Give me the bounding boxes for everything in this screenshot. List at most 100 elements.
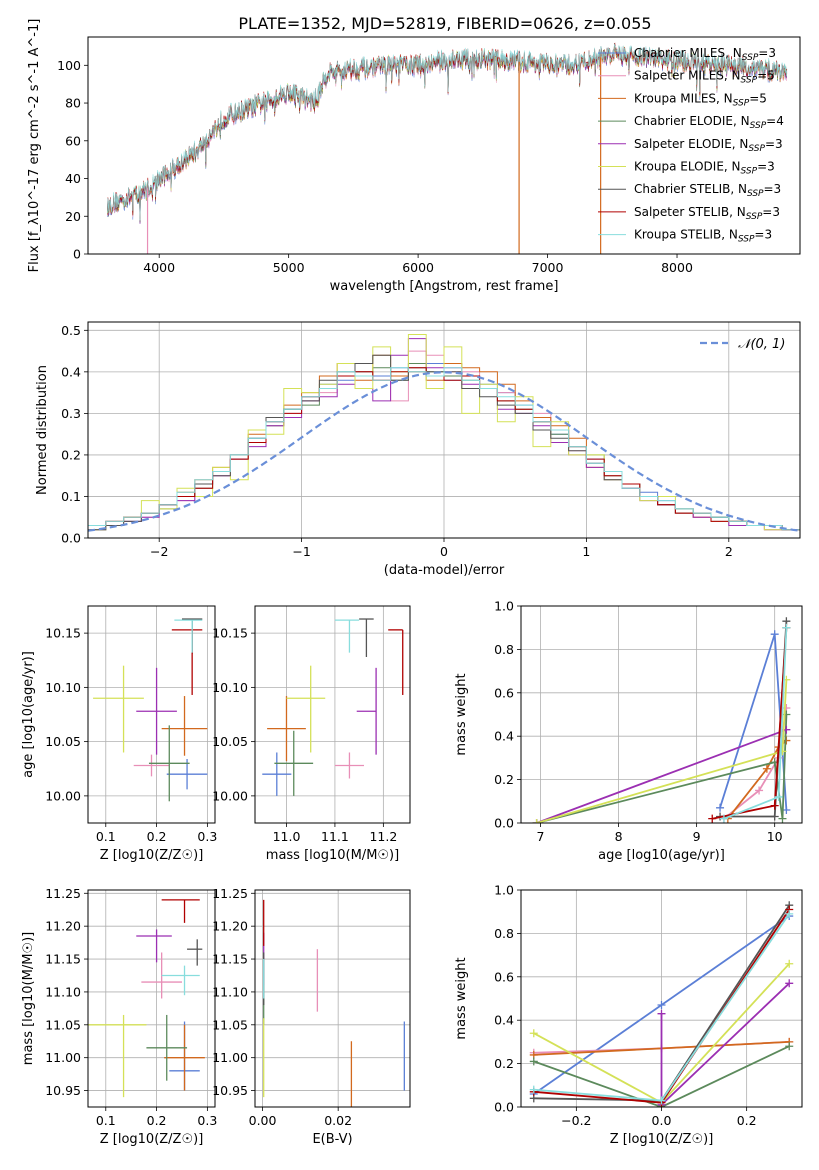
errorbar-point	[164, 1024, 205, 1091]
x-tick-label: 8	[615, 829, 623, 844]
weight-line-4	[536, 728, 787, 823]
panel-mass-vs-ebv: 0.00 0.02 10.95 11.00 11.05 11.10 11.15 11.20 11…	[212, 886, 411, 1147]
panel-spectrum: 4000 5000 6000 7000 8000 0 20 40 60 80 100 waveleng…	[27, 19, 801, 294]
errorbar-point	[171, 629, 203, 695]
y-tick-label: 11.20	[212, 919, 248, 934]
legend-label: Kroupa MILES, N	[634, 91, 733, 105]
panel-mass-weight-vs-age: 7 8 9 10 0.0 0.2 0.4 0.6 0.8 1.0 age [log10(age/yr…	[454, 599, 803, 863]
y-tick-label: 11.00	[45, 1050, 81, 1065]
errorbar-point	[334, 619, 360, 653]
errorbar-point	[88, 1014, 147, 1098]
x-tick-label: 11.2	[369, 829, 397, 844]
legend-entry: Kroupa ELODIE, NSSP=3	[634, 160, 775, 177]
axes-frame	[254, 889, 411, 1108]
errorbar-point	[133, 754, 170, 777]
y-tick-label: 100	[57, 58, 81, 73]
y-tick-label: 11.05	[45, 1017, 81, 1032]
x-tick-label: 0.00	[249, 1113, 277, 1128]
x-axis-label: wavelength [Angstrom, rest frame]	[330, 279, 559, 294]
weight-marker	[755, 786, 764, 795]
y-tick-label: 10.95	[45, 1083, 81, 1098]
weight-marker	[529, 1029, 538, 1038]
legend-suffix: =4	[766, 114, 784, 128]
legend-label: Salpeter ELODIE, N	[634, 137, 748, 151]
errorbar-point	[146, 1014, 188, 1081]
x-tick-label: 11.1	[321, 829, 349, 844]
y-tick-label: 10.15	[45, 626, 81, 641]
y-tick-label: 11.05	[212, 1017, 248, 1032]
errorbar-point	[388, 629, 404, 695]
legend-suffix: =3	[764, 182, 782, 196]
legend-entry: Kroupa MILES, NSSP=5	[634, 91, 767, 108]
y-tick-label: 0.0	[494, 1100, 514, 1115]
errorbar-point	[262, 752, 292, 796]
weight-marker	[770, 801, 779, 810]
y-tick-label: 0.1	[61, 489, 81, 504]
y-axis-label: Flux [f_λ10^-17 erg cm^-2 s^-1 A^-1]	[27, 19, 42, 273]
spectrum-line-8	[107, 43, 788, 221]
plot-area	[263, 899, 405, 1107]
weight-line-5	[536, 679, 788, 823]
weight-marker	[782, 623, 791, 632]
weight-line-3	[536, 714, 788, 823]
legend-entry: Chabrier ELODIE, NSSP=4	[634, 114, 784, 131]
legend-entry: Salpeter MILES, NSSP=5	[634, 69, 775, 86]
x-tick-label: 0	[440, 544, 448, 559]
weight-marker	[719, 814, 728, 823]
legend-label: Kroupa STELIB, N	[634, 228, 738, 242]
x-tick-label: 5000	[273, 260, 305, 275]
panel-mass-weight-vs-metallicity: −0.2 0.0 0.2 0.0 0.2 0.4 0.6 0.8 1.0 Z [log10(Z/Z…	[454, 883, 803, 1147]
x-axis-label: E(B-V)	[312, 1132, 352, 1147]
legend-suffix: =3	[762, 205, 780, 219]
legend-suffix: =3	[754, 228, 772, 242]
x-tick-label: 7	[537, 829, 545, 844]
legend-suffix: =5	[749, 91, 767, 105]
errorbar-point	[356, 667, 377, 755]
x-tick-label: 0.0	[652, 1113, 672, 1128]
errorbar-point	[161, 899, 200, 923]
x-tick-label: 6000	[402, 260, 434, 275]
x-axis-label: (data-model)/error	[384, 563, 505, 578]
legend-subscript: SSP	[738, 235, 755, 245]
plot-area	[93, 618, 208, 802]
x-tick-label: 8000	[661, 260, 693, 275]
weight-marker	[529, 1057, 538, 1066]
weight-marker	[708, 814, 717, 823]
axes-frame	[87, 889, 216, 1108]
legend-suffix: =3	[757, 160, 775, 174]
plot-area	[532, 617, 791, 823]
axes-frame	[254, 605, 411, 824]
legend-label: Salpeter STELIB, N	[634, 205, 746, 219]
y-tick-label: 40	[65, 171, 81, 186]
legend-suffix: =3	[765, 137, 783, 151]
legend-subscript: SSP	[750, 121, 767, 131]
x-tick-label: 0.2	[737, 1113, 757, 1128]
legend-entry: Chabrier STELIB, NSSP=3	[634, 182, 781, 199]
y-tick-label: 0.4	[61, 364, 81, 379]
y-tick-label: 0.2	[494, 1056, 514, 1071]
y-tick-label: 0.0	[61, 531, 81, 546]
x-tick-label: 0.2	[147, 1113, 167, 1128]
histogram-legend: 𝒩(0, 1)	[700, 337, 785, 352]
legend-subscript: SSP	[747, 189, 764, 199]
legend-subscript: SSP	[733, 98, 750, 108]
x-tick-label: 11.0	[273, 829, 301, 844]
x-axis-label: age [log10(age/yr)]	[598, 848, 725, 863]
errorbar-point	[148, 725, 190, 802]
gaussian-curve	[88, 371, 800, 532]
weight-marker	[770, 630, 779, 639]
legend-subscript: SSP	[748, 144, 765, 154]
figure-title: PLATE=1352, MJD=52819, FIBERID=0626, z=0…	[238, 14, 651, 33]
weight-marker	[657, 1096, 666, 1105]
y-tick-label: 80	[65, 96, 81, 111]
axes-frame	[520, 889, 803, 1108]
y-axis-label: age [log10(age/yr)]	[21, 651, 36, 778]
x-tick-label: 0.1	[96, 1113, 116, 1128]
legend-suffix: =5	[757, 69, 775, 83]
weight-marker	[770, 812, 779, 821]
errorbar-point	[93, 665, 144, 753]
errorbar-point	[161, 696, 208, 756]
weight-marker	[778, 814, 787, 823]
errorbar-point	[286, 665, 326, 753]
